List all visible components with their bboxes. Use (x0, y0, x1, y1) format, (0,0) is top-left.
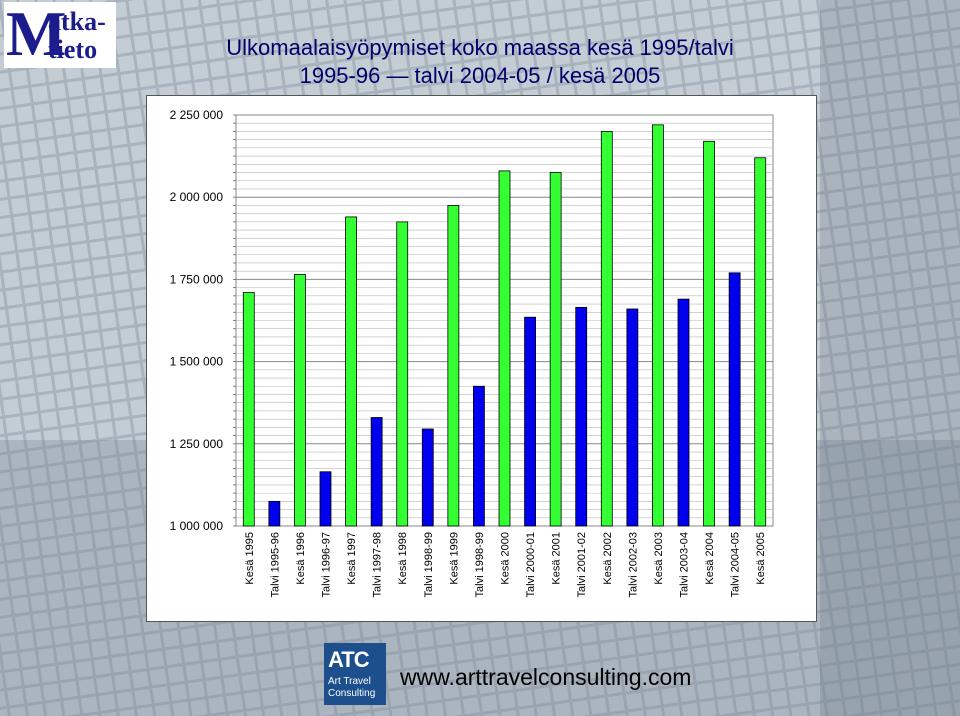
x-tick-label: Kesä 1996 (295, 532, 307, 585)
bar (728, 272, 741, 527)
bar (319, 471, 332, 527)
x-tick-label: Kesä 2001 (551, 532, 563, 585)
bar (549, 172, 562, 527)
chart-title-line-1: Ulkomaalaisyöpymiset koko maassa kesä 19… (226, 35, 734, 60)
x-tick-label: Kesä 1998 (397, 532, 409, 585)
x-tick-label: Talvi 1998-99 (423, 532, 435, 597)
bar (447, 205, 460, 527)
y-tick-label: 1 250 000 (170, 437, 224, 451)
x-tick-label: Talvi 2004-05 (730, 532, 742, 597)
x-tick-label: Talvi 1998-99 (474, 532, 486, 597)
chart-title: Ulkomaalaisyöpymiset koko maassa kesä 19… (150, 34, 810, 90)
x-tick-label: Kesä 1999 (448, 532, 460, 585)
bar (754, 157, 767, 527)
x-tick-label: Kesä 2000 (500, 532, 512, 585)
logo-line-2: tieto (48, 35, 98, 64)
bar (600, 131, 613, 527)
atc-logo-line-1: Art Travel (328, 676, 371, 687)
x-tick-label: Talvi 2000-01 (525, 532, 537, 597)
y-tick-label: 2 000 000 (170, 190, 224, 204)
bar (370, 417, 383, 527)
atc-logo-mark: ATC (328, 647, 370, 672)
bar (677, 298, 690, 527)
atc-logo: ATC Art Travel Consulting (324, 643, 386, 705)
bar (473, 385, 485, 527)
x-tick-label: Talvi 2001-02 (576, 532, 588, 597)
y-tick-label: 1 750 000 (170, 272, 224, 286)
x-tick-label: Kesä 2004 (704, 532, 716, 585)
bar (242, 292, 255, 527)
bar (575, 306, 588, 527)
x-tick-label: Kesä 2005 (755, 532, 767, 585)
y-tick-label: 2 250 000 (170, 108, 224, 122)
atc-logo-line-2: Consulting (328, 688, 376, 699)
bar (498, 170, 511, 527)
bar (524, 316, 536, 527)
chart-title-line-2: 1995-96 — talvi 2004-05 / kesä 2005 (299, 63, 661, 88)
bar (626, 308, 639, 527)
bar (421, 428, 434, 527)
x-tick-label: Kesä 1997 (346, 532, 358, 585)
x-tick-label: Talvi 1996-97 (321, 532, 333, 597)
x-tick-label: Kesä 2003 (653, 532, 665, 585)
bar-chart: 1 000 000 1 250 000 1 500 000 1 750 000 2 00… (170, 108, 774, 597)
bar (294, 274, 306, 527)
bar (703, 140, 715, 527)
bar (345, 216, 357, 527)
bar (396, 221, 409, 527)
y-tick-label: 1 500 000 (170, 355, 224, 369)
bar (268, 500, 281, 527)
website-link[interactable]: www.arttravelconsulting.com (400, 664, 692, 690)
x-tick-label: Talvi 1995-96 (269, 532, 281, 597)
x-tick-label: Talvi 2002-03 (627, 532, 639, 597)
logo-line-1: atka- (48, 7, 106, 36)
bar (652, 124, 664, 527)
logo-letter: M (6, 0, 67, 69)
x-tick-label: Talvi 2003-04 (679, 532, 691, 597)
y-tick-label: 1 000 000 (170, 519, 224, 533)
x-tick-label: Kesä 2002 (602, 532, 614, 585)
x-tick-label: Talvi 1997-98 (372, 532, 384, 597)
matka-tieto-logo: M atka- tieto (4, 0, 116, 69)
x-tick-label: Kesä 1995 (244, 532, 256, 585)
